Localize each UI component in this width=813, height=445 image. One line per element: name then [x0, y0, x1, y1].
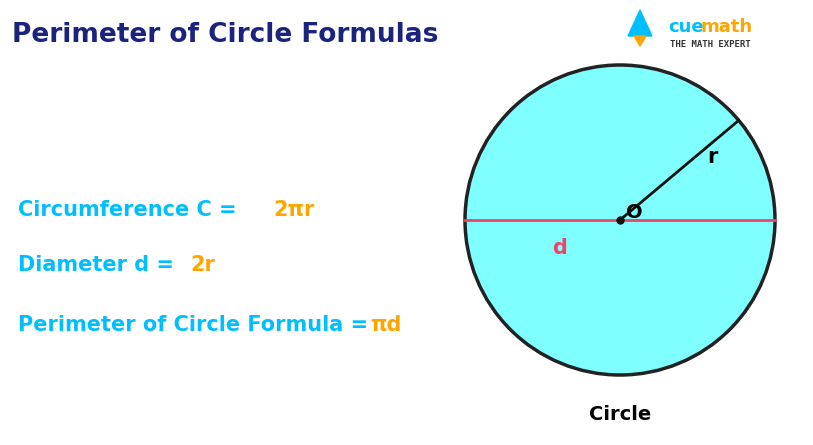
- Text: THE MATH EXPERT: THE MATH EXPERT: [670, 40, 750, 49]
- Text: Diameter d =: Diameter d =: [18, 255, 181, 275]
- Text: Perimeter of Circle Formulas: Perimeter of Circle Formulas: [12, 22, 438, 48]
- Circle shape: [465, 65, 775, 375]
- Text: Perimeter of Circle Formula =: Perimeter of Circle Formula =: [18, 315, 376, 335]
- Text: d: d: [553, 238, 567, 258]
- Text: cue: cue: [668, 18, 703, 36]
- Text: O: O: [626, 202, 642, 222]
- Text: 2πr: 2πr: [273, 200, 315, 220]
- Text: math: math: [700, 18, 752, 36]
- Polygon shape: [634, 36, 646, 46]
- Text: Circle: Circle: [589, 405, 651, 425]
- Text: r: r: [707, 147, 718, 167]
- Text: πd: πd: [370, 315, 402, 335]
- Polygon shape: [628, 10, 652, 36]
- Text: 2r: 2r: [190, 255, 215, 275]
- Text: Circumference C =: Circumference C =: [18, 200, 244, 220]
